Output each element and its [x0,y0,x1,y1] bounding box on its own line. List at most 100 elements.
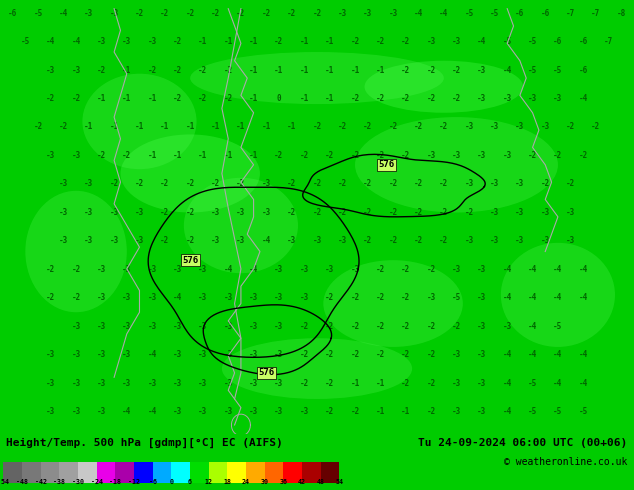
Text: -3: -3 [122,379,131,388]
Text: -1: -1 [135,122,144,131]
Text: -1: -1 [249,94,258,103]
Text: -3: -3 [84,237,93,245]
Text: -3: -3 [465,179,474,189]
Text: -1: -1 [401,408,410,416]
Text: -3: -3 [249,322,258,331]
Text: -3: -3 [503,94,512,103]
Text: -2: -2 [46,294,55,302]
Text: -1: -1 [198,37,207,46]
Text: -3: -3 [148,265,157,274]
Text: -2: -2 [275,151,283,160]
Bar [96,462,115,483]
Text: -1: -1 [122,94,131,103]
Text: -3: -3 [72,66,81,74]
Text: -2: -2 [287,8,296,18]
Text: -2: -2 [351,37,359,46]
Bar [115,462,134,483]
Text: -2: -2 [236,179,245,189]
Text: -1: -1 [224,151,233,160]
Text: -5: -5 [553,408,562,416]
Text: -2: -2 [427,408,436,416]
Bar [283,462,302,483]
Text: -2: -2 [376,294,385,302]
Text: -2: -2 [72,294,81,302]
Text: -3: -3 [275,265,283,274]
Text: -4: -4 [528,350,537,360]
Text: -1: -1 [236,122,245,131]
Bar [264,462,283,483]
Text: -4: -4 [579,379,588,388]
Text: -2: -2 [439,179,448,189]
Text: -3: -3 [275,350,283,360]
Ellipse shape [190,52,444,104]
Text: -3: -3 [452,151,461,160]
Text: -1: -1 [97,94,106,103]
Text: -5: -5 [528,66,537,74]
Text: -5: -5 [553,322,562,331]
Ellipse shape [501,243,615,347]
Bar [302,462,321,483]
Bar [246,462,264,483]
Text: -5: -5 [452,294,461,302]
Ellipse shape [365,61,523,113]
Text: -4: -4 [439,8,448,18]
Text: -1: -1 [224,37,233,46]
Text: -3: -3 [198,350,207,360]
Text: Tu 24-09-2024 06:00 UTC (00+06): Tu 24-09-2024 06:00 UTC (00+06) [418,438,628,448]
Text: 576: 576 [182,256,198,265]
Text: -1: -1 [84,122,93,131]
Text: -3: -3 [224,294,233,302]
Text: -3: -3 [198,408,207,416]
Text: -3: -3 [477,66,486,74]
Text: -3: -3 [110,208,119,217]
Text: -3: -3 [300,408,309,416]
Text: -2: -2 [414,237,423,245]
Text: -3: -3 [477,294,486,302]
Text: -3: -3 [97,294,106,302]
Text: -5: -5 [34,8,42,18]
Text: -3: -3 [452,408,461,416]
Text: -3: -3 [566,237,575,245]
Text: -2: -2 [46,94,55,103]
Text: -3: -3 [427,151,436,160]
Text: 30: 30 [261,480,269,486]
Text: -2: -2 [376,350,385,360]
Text: -2: -2 [401,66,410,74]
Text: -2: -2 [72,94,81,103]
Text: -3: -3 [110,237,119,245]
Text: -3: -3 [515,208,524,217]
Text: -3: -3 [148,379,157,388]
Text: -6: -6 [553,37,562,46]
Text: -2: -2 [72,265,81,274]
Text: -4: -4 [249,265,258,274]
Text: 48: 48 [316,480,325,486]
Text: -2: -2 [186,237,195,245]
Text: -3: -3 [490,208,499,217]
Text: -3: -3 [490,179,499,189]
Text: -3: -3 [236,237,245,245]
Text: -2: -2 [186,179,195,189]
Text: -1: -1 [160,122,169,131]
Text: -2: -2 [401,151,410,160]
Text: -2: -2 [452,94,461,103]
Text: 18: 18 [223,480,231,486]
Text: -24: -24 [91,480,103,486]
Text: -1: -1 [211,122,220,131]
Text: -1: -1 [275,66,283,74]
Text: Height/Temp. 500 hPa [gdmp][°C] EC (AIFS): Height/Temp. 500 hPa [gdmp][°C] EC (AIFS… [6,438,283,448]
Text: -2: -2 [46,265,55,274]
Text: -3: -3 [515,122,524,131]
Text: -1: -1 [300,66,309,74]
Text: -2: -2 [325,294,334,302]
Text: -3: -3 [313,237,321,245]
Text: -3: -3 [122,37,131,46]
Text: -1: -1 [249,66,258,74]
Text: -3: -3 [465,237,474,245]
Text: -2: -2 [198,66,207,74]
Text: -2: -2 [553,151,562,160]
Text: -54: -54 [0,480,9,486]
Text: -5: -5 [528,408,537,416]
Text: -2: -2 [376,322,385,331]
Text: -2: -2 [110,179,119,189]
Text: -3: -3 [173,265,182,274]
